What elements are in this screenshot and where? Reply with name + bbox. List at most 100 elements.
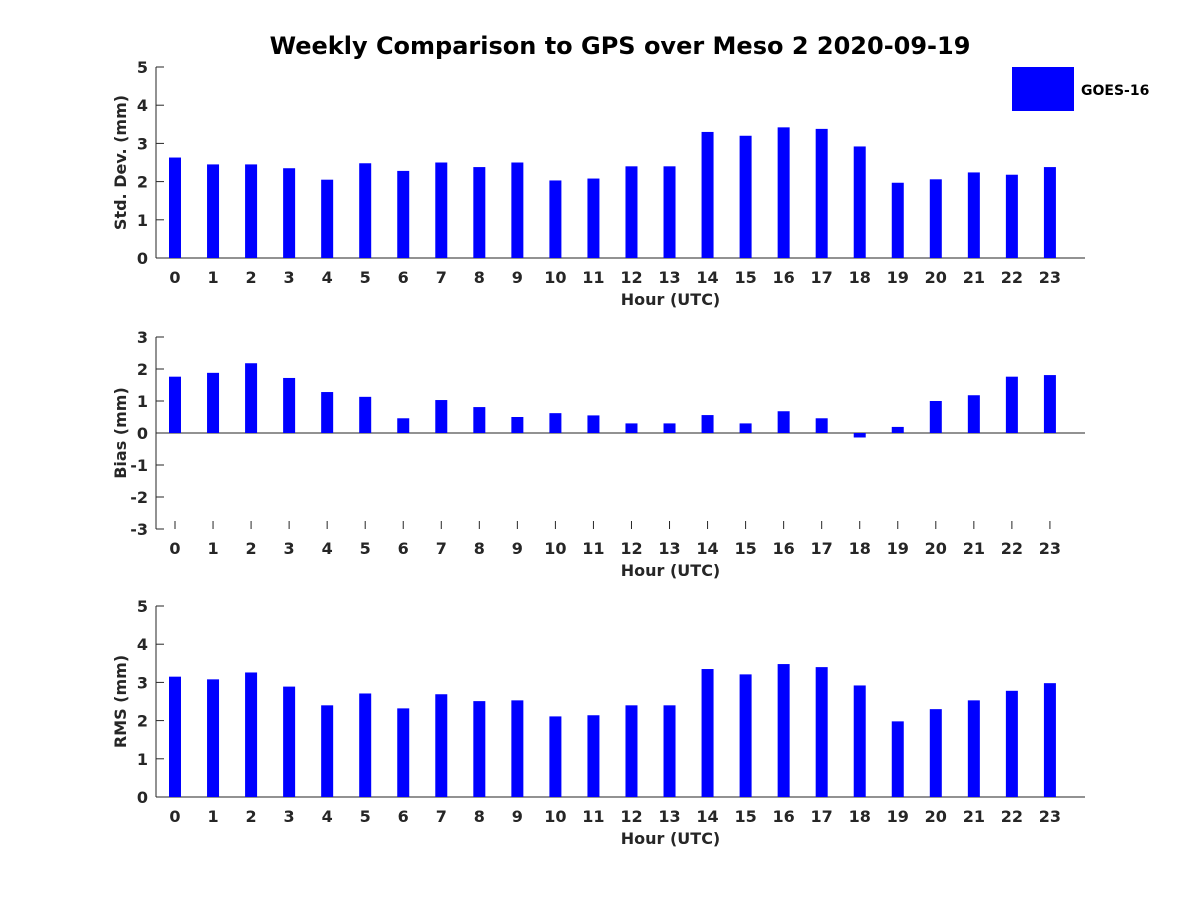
y-tick-label: 3 bbox=[137, 328, 148, 347]
bar-hour-18 bbox=[853, 685, 866, 797]
y-axis-label: Std. Dev. (mm) bbox=[111, 95, 130, 230]
bar-hour-10 bbox=[549, 716, 562, 797]
x-tick-label: 9 bbox=[512, 268, 523, 287]
y-tick-label: 0 bbox=[137, 788, 148, 807]
y-tick-label: -2 bbox=[130, 488, 148, 507]
bar-hour-8 bbox=[473, 167, 486, 258]
x-tick-label: 11 bbox=[582, 807, 604, 826]
x-tick-label: 18 bbox=[849, 539, 871, 558]
bar-hour-22 bbox=[1005, 690, 1018, 797]
x-tick-label: 19 bbox=[887, 807, 909, 826]
y-tick-label: -3 bbox=[130, 520, 148, 539]
bar-hour-0 bbox=[169, 676, 181, 797]
x-tick-label: 20 bbox=[925, 539, 947, 558]
bar-hour-5 bbox=[359, 396, 372, 433]
y-tick-label: 5 bbox=[137, 597, 148, 616]
bar-hour-14 bbox=[701, 131, 714, 258]
x-tick-label: 23 bbox=[1039, 807, 1061, 826]
bar-hour-1 bbox=[207, 372, 220, 433]
bar-hour-11 bbox=[587, 415, 600, 433]
bar-hour-17 bbox=[815, 667, 828, 797]
bar-hour-23 bbox=[1043, 375, 1056, 433]
bar-hour-7 bbox=[435, 694, 448, 797]
x-tick-label: 16 bbox=[773, 807, 795, 826]
y-tick-label: 1 bbox=[137, 392, 148, 411]
x-tick-label: 11 bbox=[582, 539, 604, 558]
x-tick-label: 12 bbox=[620, 539, 642, 558]
x-tick-label: 21 bbox=[963, 539, 985, 558]
x-tick-label: 7 bbox=[436, 807, 447, 826]
x-tick-label: 1 bbox=[207, 268, 218, 287]
bar-hour-15 bbox=[739, 423, 752, 433]
bar-hour-20 bbox=[929, 709, 942, 797]
bar-hour-13 bbox=[663, 166, 676, 258]
x-tick-label: 12 bbox=[620, 807, 642, 826]
x-tick-label: 13 bbox=[658, 807, 680, 826]
bar-hour-16 bbox=[777, 411, 790, 433]
x-tick-label: 8 bbox=[474, 807, 485, 826]
bar-hour-19 bbox=[891, 426, 904, 433]
bar-hour-13 bbox=[663, 705, 676, 797]
bar-hour-12 bbox=[625, 166, 638, 258]
x-tick-label: 7 bbox=[436, 539, 447, 558]
x-tick-label: 22 bbox=[1001, 807, 1023, 826]
x-tick-label: 11 bbox=[582, 268, 604, 287]
bar-hour-20 bbox=[929, 179, 942, 258]
y-axis-label: RMS (mm) bbox=[111, 655, 130, 748]
bar-hour-0 bbox=[169, 157, 181, 258]
bar-hour-8 bbox=[473, 407, 486, 433]
x-tick-label: 4 bbox=[322, 539, 333, 558]
x-axis-label: Hour (UTC) bbox=[621, 829, 721, 848]
x-tick-label: 14 bbox=[696, 807, 718, 826]
bar-hour-8 bbox=[473, 701, 486, 797]
bar-hour-21 bbox=[967, 700, 980, 797]
y-tick-label: 0 bbox=[137, 424, 148, 443]
y-tick-label: 3 bbox=[137, 134, 148, 153]
x-tick-label: 9 bbox=[512, 807, 523, 826]
bar-hour-11 bbox=[587, 715, 600, 797]
y-tick-label: 4 bbox=[137, 635, 148, 654]
bar-hour-6 bbox=[397, 708, 410, 797]
x-tick-label: 4 bbox=[322, 807, 333, 826]
bar-hour-13 bbox=[663, 423, 676, 433]
x-tick-label: 5 bbox=[360, 539, 371, 558]
x-tick-label: 5 bbox=[360, 807, 371, 826]
x-tick-label: 3 bbox=[284, 807, 295, 826]
bar-hour-3 bbox=[283, 168, 296, 258]
bar-hour-0 bbox=[169, 376, 181, 433]
x-tick-label: 5 bbox=[360, 268, 371, 287]
bar-hour-14 bbox=[701, 669, 714, 797]
bar-hour-6 bbox=[397, 418, 410, 433]
bar-hour-6 bbox=[397, 170, 410, 258]
bar-hour-3 bbox=[283, 686, 296, 797]
x-tick-label: 17 bbox=[811, 268, 833, 287]
bar-hour-7 bbox=[435, 400, 448, 433]
x-tick-label: 0 bbox=[169, 539, 180, 558]
x-tick-label: 21 bbox=[963, 268, 985, 287]
bar-hour-16 bbox=[777, 664, 790, 797]
x-tick-label: 6 bbox=[398, 539, 409, 558]
x-tick-label: 18 bbox=[849, 807, 871, 826]
bar-hour-23 bbox=[1043, 683, 1056, 797]
x-tick-label: 13 bbox=[658, 539, 680, 558]
x-tick-label: 23 bbox=[1039, 539, 1061, 558]
bar-hour-21 bbox=[967, 395, 980, 433]
bar-hour-22 bbox=[1005, 174, 1018, 258]
x-tick-label: 19 bbox=[887, 268, 909, 287]
bar-hour-10 bbox=[549, 413, 562, 433]
bar-hour-1 bbox=[207, 164, 220, 258]
y-tick-label: 1 bbox=[137, 750, 148, 769]
y-tick-label: 1 bbox=[137, 211, 148, 230]
x-tick-label: 16 bbox=[773, 539, 795, 558]
bar-hour-14 bbox=[701, 415, 714, 433]
bar-hour-23 bbox=[1043, 167, 1056, 258]
y-tick-label: 2 bbox=[137, 173, 148, 192]
x-tick-label: 7 bbox=[436, 268, 447, 287]
x-tick-label: 16 bbox=[773, 268, 795, 287]
x-tick-label: 8 bbox=[474, 539, 485, 558]
x-tick-label: 15 bbox=[734, 539, 756, 558]
bar-hour-17 bbox=[815, 418, 828, 433]
x-tick-label: 15 bbox=[734, 807, 756, 826]
